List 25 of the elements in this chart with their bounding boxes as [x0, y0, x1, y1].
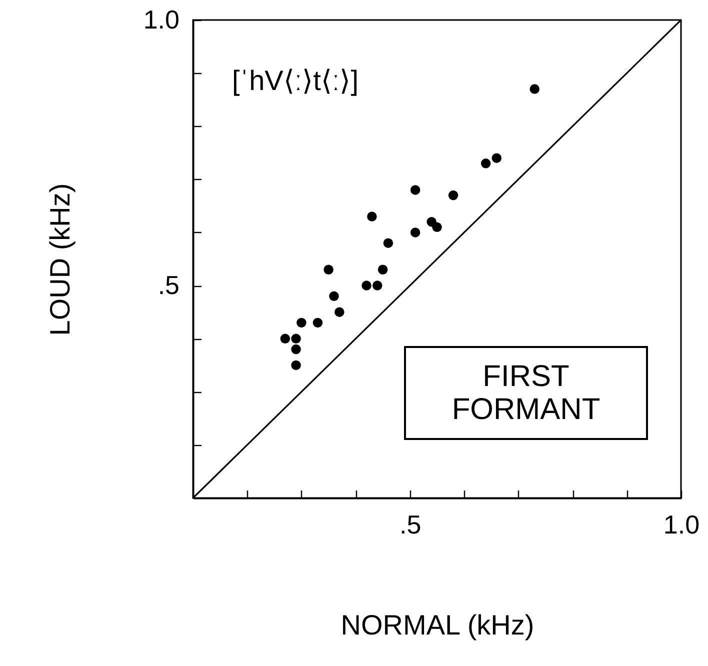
point	[291, 344, 301, 354]
point	[378, 264, 388, 274]
annotation: [ˈhV⟨ː⟩t⟨ː⟩]	[232, 64, 358, 97]
point	[480, 158, 491, 168]
text-box: FIRST FORMANT	[404, 346, 648, 440]
point	[291, 334, 301, 344]
point	[410, 185, 420, 195]
y-axis-title: LOUD (kHz)	[44, 183, 76, 336]
point	[329, 291, 339, 302]
point	[362, 280, 372, 290]
point	[372, 280, 382, 290]
point	[324, 264, 334, 274]
point	[410, 228, 420, 238]
point	[530, 84, 540, 94]
point	[432, 222, 442, 232]
x-axis-title: NORMAL (kHz)	[340, 610, 534, 640]
point	[280, 334, 290, 344]
point	[448, 190, 458, 200]
point	[383, 238, 394, 248]
point	[296, 318, 306, 328]
point	[312, 318, 323, 328]
point	[291, 360, 301, 370]
point	[492, 153, 502, 163]
point	[334, 307, 344, 317]
point	[367, 212, 377, 222]
